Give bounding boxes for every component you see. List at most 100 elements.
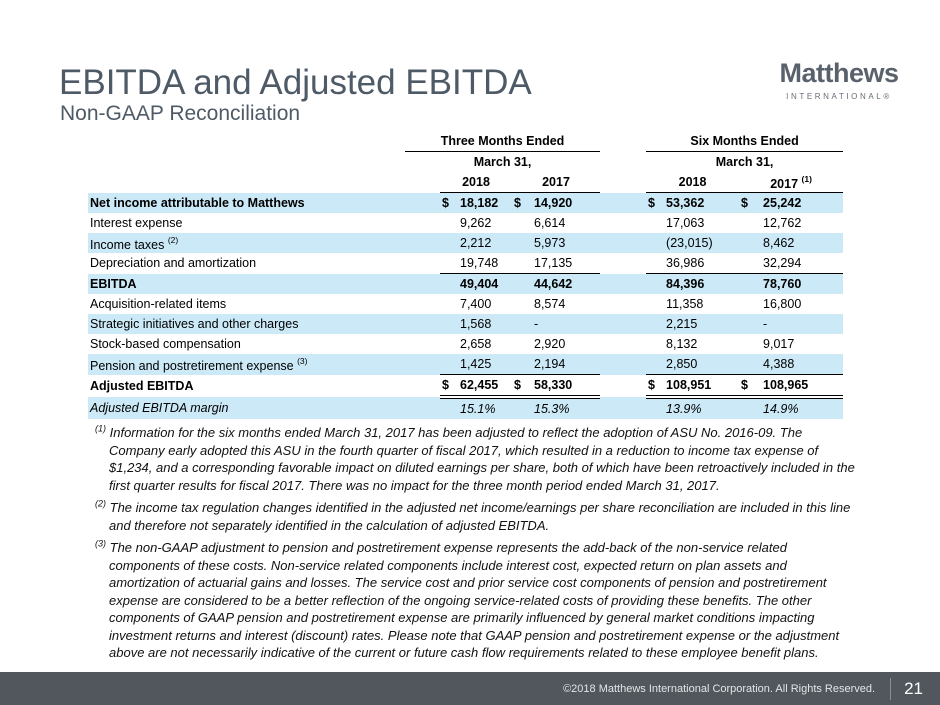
year-header: 2018 — [646, 172, 740, 193]
table-row-depreciation: Depreciation and amortization 19,748 17,… — [88, 253, 844, 274]
currency-symbol: $ — [512, 192, 532, 213]
footnote-1-marker: (1) — [95, 423, 106, 434]
cell-value: 2,212 — [458, 233, 512, 253]
cell-value: 15.1% — [458, 397, 512, 419]
table-row-pension-expense: Pension and postretirement expense (3) 1… — [88, 354, 844, 375]
cell-value: 17,135 — [532, 253, 601, 274]
row-label: Strategic initiatives and other charges — [88, 314, 440, 334]
company-logo: Matthews INTERNATIONAL® — [778, 58, 900, 101]
cell-value: 12,762 — [763, 216, 802, 230]
cell-value: 25,242 — [761, 192, 844, 213]
cell-value: 6,614 — [534, 216, 566, 230]
date-label-three-months: March 31, — [473, 155, 532, 169]
slide-footer: ©2018 Matthews International Corporation… — [0, 672, 940, 705]
table-row-interest-expense: Interest expense 9,262 6,614 17,063 12,7… — [88, 213, 843, 233]
cell-value: 16,800 — [763, 297, 802, 311]
table-row-ebitda: EBITDA 49,404 44,642 84,396 78,760 — [88, 273, 844, 294]
currency-symbol: $ — [646, 374, 665, 399]
table-row-net-income: Net income attributable to Matthews $ 18… — [88, 192, 844, 213]
cell-value: 84,396 — [664, 273, 740, 294]
currency-symbol: $ — [440, 374, 458, 399]
footnote-2-marker: (2) — [95, 498, 106, 509]
footnotes-section: (1) Information for the six months ended… — [95, 424, 858, 667]
year-header: 2018 — [440, 172, 512, 193]
cell-value: 44,642 — [532, 273, 601, 294]
page-title: EBITDA and Adjusted EBITDA — [59, 63, 532, 103]
row-label: EBITDA — [88, 273, 440, 294]
logo-wordmark: Matthews — [779, 58, 899, 88]
table-row-stock-compensation: Stock-based compensation 2,658 2,920 8,1… — [88, 334, 843, 354]
cell-value: 53,362 — [664, 192, 740, 213]
row-label: Adjusted EBITDA margin — [88, 397, 440, 419]
cell-value: 18,182 — [458, 192, 512, 213]
cell-value: 2,658 — [460, 337, 492, 351]
cell-value: 9,262 — [460, 216, 492, 230]
cell-value: 2,215 — [664, 314, 740, 334]
currency-symbol: $ — [440, 192, 458, 213]
table-row-adjusted-ebitda-margin: Adjusted EBITDA margin 15.1% 15.3% 13.9%… — [88, 397, 844, 419]
cell-value: 8,132 — [666, 337, 698, 351]
page-subtitle: Non-GAAP Reconciliation — [60, 102, 301, 126]
row-label: Stock-based compensation — [90, 337, 241, 351]
cell-value: - — [761, 314, 844, 334]
footnote-3-marker: (3) — [95, 538, 106, 549]
footnote-3: (3) The non-GAAP adjustment to pension a… — [95, 539, 858, 662]
reconciliation-table-wrapper: Three Months Ended Six Months Ended Marc… — [88, 131, 844, 419]
reconciliation-table: Three Months Ended Six Months Ended Marc… — [88, 131, 844, 419]
cell-value: 7,400 — [460, 297, 492, 311]
page-number: 21 — [904, 678, 923, 698]
cell-value: 2,850 — [664, 354, 740, 375]
footnote-ref-3: (3) — [297, 356, 308, 367]
footnote-3-text: The non-GAAP adjustment to pension and p… — [109, 540, 840, 660]
footnote-ref-1: (1) — [801, 173, 812, 184]
cell-value: 1,425 — [458, 354, 512, 375]
cell-value: 8,462 — [761, 233, 844, 253]
cell-value: 32,294 — [761, 253, 844, 274]
row-label: Acquisition-related items — [90, 297, 227, 311]
cell-value: 8,574 — [534, 297, 566, 311]
cell-value: 13.9% — [664, 397, 740, 419]
footnote-1: (1) Information for the six months ended… — [95, 424, 858, 494]
row-label: Interest expense — [90, 216, 183, 230]
cell-value: 4,388 — [761, 354, 844, 375]
cell-value: 5,973 — [532, 233, 601, 253]
row-label: Depreciation and amortization — [90, 256, 257, 271]
table-row-acquisition-items: Acquisition-related items 7,400 8,574 11… — [88, 294, 843, 314]
cell-value: 49,404 — [458, 273, 512, 294]
currency-symbol: $ — [646, 192, 665, 213]
cell-value: 78,760 — [761, 273, 844, 294]
column-group-six-months: Six Months Ended — [646, 131, 844, 152]
cell-value: 2,194 — [532, 354, 601, 375]
row-label: Adjusted EBITDA — [90, 378, 194, 393]
footer-divider — [890, 677, 892, 700]
footnote-2: (2) The income tax regulation changes id… — [95, 499, 858, 534]
year-header: 2017 — [512, 172, 601, 193]
cell-value: 36,986 — [664, 253, 740, 274]
cell-value: 14,920 — [532, 192, 601, 213]
footnote-2-text: The income tax regulation changes identi… — [109, 500, 851, 533]
cell-value: 108,951 — [664, 374, 740, 399]
table-header-dates: March 31, March 31, — [88, 152, 843, 173]
table-row-income-taxes: Income taxes (2) 2,212 5,973 (23,015) 8,… — [88, 233, 844, 253]
row-label: Pension and postretirement expense — [90, 359, 294, 374]
table-row-adjusted-ebitda: Adjusted EBITDA $ 62,455 $ 58,330 $ 108,… — [88, 374, 844, 399]
cell-value: 108,965 — [761, 374, 844, 399]
year-header: 2017 (1) — [739, 172, 844, 193]
cell-value: 1,568 — [458, 314, 512, 334]
column-group-three-months: Three Months Ended — [405, 131, 601, 152]
currency-symbol: $ — [739, 192, 762, 213]
table-row-strategic-initiatives: Strategic initiatives and other charges … — [88, 314, 844, 334]
row-label: Income taxes — [90, 238, 165, 253]
currency-symbol: $ — [739, 374, 762, 399]
cell-value: 19,748 — [458, 253, 512, 274]
date-label-six-months: March 31, — [715, 155, 774, 169]
cell-value: 58,330 — [532, 374, 601, 399]
cell-value: 15.3% — [532, 397, 601, 419]
copyright-text: ©2018 Matthews International Corporation… — [563, 682, 876, 695]
cell-value: 17,063 — [666, 216, 705, 230]
cell-value: 9,017 — [763, 337, 795, 351]
currency-symbol: $ — [512, 374, 532, 399]
cell-value: 11,358 — [666, 297, 704, 311]
row-label: Net income attributable to Matthews — [88, 192, 440, 213]
